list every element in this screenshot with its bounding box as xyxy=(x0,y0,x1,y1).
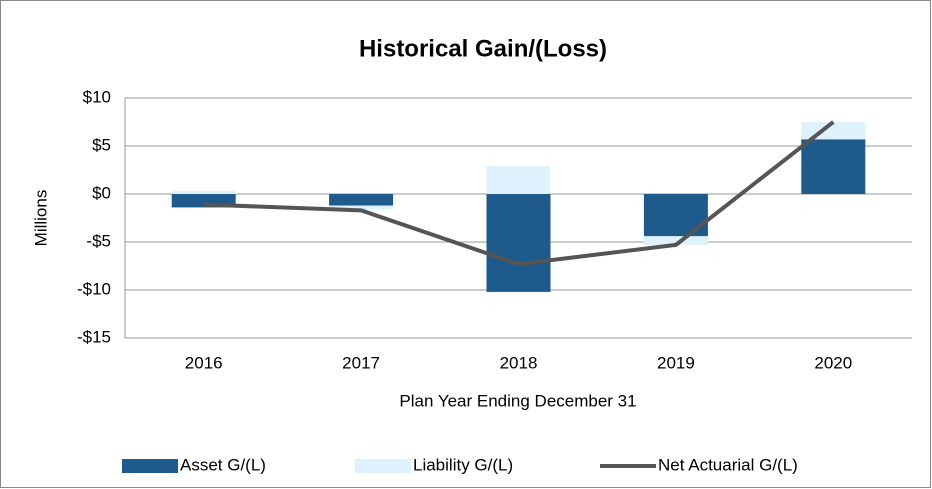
x-tick-label: 2017 xyxy=(342,353,380,372)
bar xyxy=(643,236,708,245)
y-tick-label: $10 xyxy=(83,87,111,106)
x-tick-label: 2019 xyxy=(657,353,695,372)
x-tick-label: 2018 xyxy=(500,353,538,372)
bar xyxy=(486,194,551,292)
x-axis-label: Plan Year Ending December 31 xyxy=(399,391,636,410)
legend-label: Liability G/(L) xyxy=(413,455,513,474)
bar xyxy=(329,205,394,210)
bar xyxy=(329,194,394,206)
y-tick-label: -$10 xyxy=(77,279,111,298)
bar xyxy=(486,166,551,194)
bar xyxy=(171,191,236,194)
x-tick-label: 2016 xyxy=(185,353,223,372)
line xyxy=(203,120,835,267)
y-tick-label: $0 xyxy=(92,183,111,202)
chart-title: Historical Gain/(Loss) xyxy=(359,35,607,62)
legend-label: Net Actuarial G/(L) xyxy=(658,455,798,474)
y-tick-label: -$5 xyxy=(86,231,111,250)
legend-label: Asset G/(L) xyxy=(180,455,266,474)
legend-swatch xyxy=(355,459,411,473)
y-tick-label: $5 xyxy=(92,135,111,154)
y-axis-label: Millions xyxy=(31,190,50,247)
y-tick-label: -$15 xyxy=(77,327,111,346)
legend-swatch xyxy=(122,459,178,473)
bar xyxy=(801,122,866,140)
x-tick-label: 2020 xyxy=(814,353,852,372)
bar xyxy=(801,139,866,194)
